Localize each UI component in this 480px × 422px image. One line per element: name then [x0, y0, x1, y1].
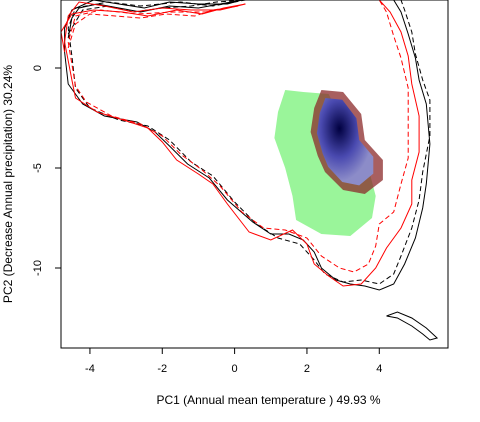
plot-area [61, 0, 439, 341]
x-axis: -4 -2 0 2 4 [85, 348, 382, 375]
y-tick-label: -5 [32, 163, 44, 173]
y-tick-label: 0 [32, 65, 44, 71]
x-tick-label: 0 [232, 363, 238, 375]
density-region-core [316, 98, 374, 186]
x-tick-label: -2 [157, 363, 167, 375]
envelope-line-4 [67, 0, 409, 273]
x-tick-label: 4 [376, 363, 382, 375]
x-tick-label: 2 [304, 363, 310, 375]
y-axis: 0 -5 -10 [32, 65, 61, 276]
envelope-line-2 [67, 0, 431, 285]
y-axis-label: PC2 (Decrease Annual precipitation) 30.2… [1, 65, 15, 303]
plot-frame [60, 0, 449, 349]
envelope-line-1 [64, 0, 431, 291]
envelope-line-5 [386, 311, 439, 341]
y-tick-label: -10 [32, 260, 44, 276]
x-axis-label: PC1 (Annual mean temperature ) 49.93 % [156, 393, 380, 407]
x-tick-label: -4 [85, 363, 95, 375]
